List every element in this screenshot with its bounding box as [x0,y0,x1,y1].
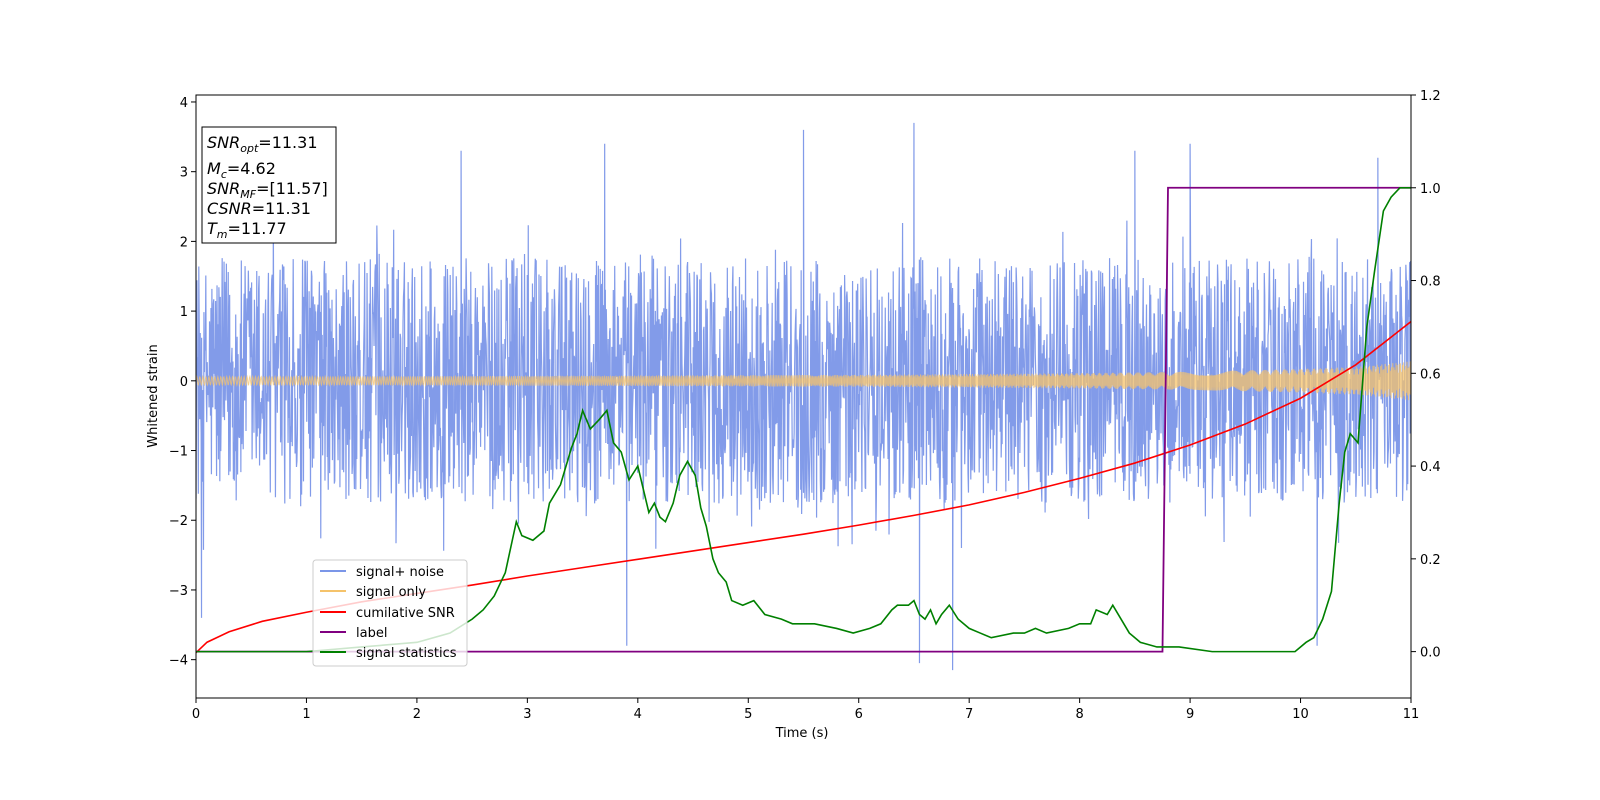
y-tick-label: −3 [169,584,188,599]
y2-tick-label: 0.8 [1420,275,1441,290]
y-tick-label: 4 [180,96,188,111]
legend-label-signal-noise: signal+ noise [356,565,444,580]
info-snr-mf: SNRMF=[11.57] [207,179,328,201]
x-axis-label: Time (s) [775,726,829,741]
y-tick-label: 2 [180,235,188,250]
y-tick-label: 3 [180,166,188,181]
info-tm: Tm=11.77 [207,219,287,241]
y2-tick-label: 0.2 [1420,553,1441,568]
x-tick-label: 4 [634,707,642,722]
x-tick-label: 3 [523,707,531,722]
info-box-frame [201,126,337,244]
info-mc: Mc=4.62 [207,159,276,181]
legend-label-signal-statistics: signal statistics [356,646,457,661]
x-tick-label: 7 [965,707,973,722]
legend: signal+ noise signal only cumilative SNR… [312,559,468,667]
x-tick-label: 2 [413,707,421,722]
plot-frame [195,94,1412,699]
legend-label-label: label [356,626,387,641]
cumulative-snr-line [196,320,1411,654]
y2-tick-label: 1.2 [1420,89,1441,104]
y-tick-label: −1 [169,445,188,460]
signal-statistics-line [196,186,1411,653]
signal-only-line [196,361,1411,401]
x-tick-label: 6 [855,707,863,722]
y-tick-label: −2 [169,514,188,529]
x-tick-label: 11 [1403,707,1420,722]
info-snr-opt: SNRopt=11.31 [207,133,318,155]
label-line [196,186,1411,653]
axis-ticks: 0 1 2 3 4 5 6 7 8 9 10 11 −4 −3 −2 −1 0 1 2 3 4 0.0 0.2 0.4 0.6 0… [169,89,1441,722]
y2-tick-label: 0.0 [1420,646,1441,661]
y-tick-label: −4 [169,654,188,669]
y-tick-label: 1 [180,305,188,320]
y-tick-label: 0 [180,375,188,390]
x-tick-label: 0 [192,707,200,722]
x-tick-label: 10 [1292,707,1309,722]
x-tick-label: 1 [302,707,310,722]
legend-frame [312,559,468,667]
y2-tick-label: 0.6 [1420,367,1441,382]
x-tick-label: 9 [1186,707,1194,722]
x-tick-label: 5 [744,707,752,722]
info-box: SNRopt=11.31 Mc=4.62 SNRMF=[11.57] CSNR=… [201,126,337,244]
series-signal-only [196,361,1411,401]
x-tick-label: 8 [1075,707,1083,722]
y2-tick-label: 1.0 [1420,182,1441,197]
legend-label-signal-only: signal only [356,585,426,600]
series-lines [196,186,1411,654]
info-csnr: CSNR=11.31 [207,199,311,218]
y-axis-label: Whitened strain [146,344,161,447]
legend-label-cumulative-snr: cumilative SNR [356,606,455,621]
y2-tick-label: 0.4 [1420,460,1441,475]
